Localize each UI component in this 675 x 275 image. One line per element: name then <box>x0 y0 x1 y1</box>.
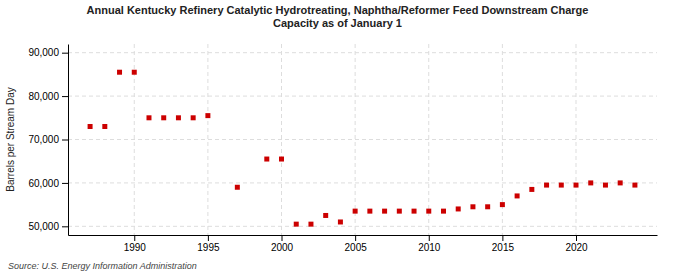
grid-line <box>207 44 208 235</box>
chart: Annual Kentucky Refinery Catalytic Hydro… <box>0 0 675 275</box>
point <box>588 180 593 185</box>
x-tick-mark <box>429 235 430 241</box>
grid-line <box>68 52 657 53</box>
x-tick: 2015 <box>492 235 515 253</box>
point <box>308 222 313 227</box>
x-tick-label: 1995 <box>197 242 220 253</box>
title-line: Capacity as of January 1 <box>273 17 402 29</box>
plot: 1990 1995 2000 2005 2010 2015 2020 50,000 60,000… <box>28 44 657 253</box>
x-tick: 2020 <box>565 235 588 253</box>
point <box>264 157 269 162</box>
y-tick-mark <box>62 183 68 184</box>
x-tick-mark <box>282 235 283 241</box>
point <box>426 209 431 214</box>
grid-line <box>68 139 657 140</box>
y-tick-label: 60,000 <box>28 178 59 189</box>
point <box>603 183 608 188</box>
point <box>294 222 299 227</box>
y-tick-mark <box>62 226 68 227</box>
points <box>88 70 638 227</box>
point <box>191 115 196 120</box>
grid-line <box>576 44 577 235</box>
y-tick: 60,000 <box>28 178 68 189</box>
y-tick-label: 50,000 <box>28 221 59 232</box>
x-axis-line <box>69 235 658 236</box>
point <box>456 206 461 211</box>
x-tick-label: 2005 <box>345 242 368 253</box>
point <box>367 209 372 214</box>
x-tick: 2000 <box>271 235 294 253</box>
point <box>559 183 564 188</box>
point <box>632 183 637 188</box>
x-tick-label: 2000 <box>271 242 294 253</box>
grid <box>68 44 657 235</box>
y-tick-label: 70,000 <box>28 134 59 145</box>
point <box>441 209 446 214</box>
point <box>470 204 475 209</box>
title-line: Annual Kentucky Refinery Catalytic Hydro… <box>87 4 589 16</box>
point <box>412 209 417 214</box>
x-axis: 1990 1995 2000 2005 2010 2015 2020 <box>69 235 658 253</box>
point <box>279 157 284 162</box>
point <box>323 213 328 218</box>
y-tick-label: 80,000 <box>28 91 59 102</box>
y-tick-label: 90,000 <box>28 47 59 58</box>
y-tick-mark <box>62 53 68 54</box>
grid-line <box>68 182 657 183</box>
grid-line <box>428 44 429 235</box>
x-tick-label: 2010 <box>418 242 441 253</box>
y-axis-title: Barrels per Stream Day <box>5 87 16 191</box>
grid-line <box>355 44 356 235</box>
x-tick: 2010 <box>418 235 441 253</box>
y-tick: 90,000 <box>28 47 68 58</box>
x-tick-mark <box>208 235 209 241</box>
x-tick-label: 2015 <box>492 242 515 253</box>
point <box>235 185 240 190</box>
annotation: Source: U.S. Energy Information Administ… <box>8 261 197 271</box>
point <box>176 115 181 120</box>
x-tick: 1995 <box>197 235 220 253</box>
point <box>146 115 151 120</box>
y-tick-mark <box>62 140 68 141</box>
point <box>353 209 358 214</box>
point <box>397 209 402 214</box>
point <box>382 209 387 214</box>
x-tick-label: 2020 <box>565 242 588 253</box>
x-tick-mark <box>502 235 503 241</box>
y-axis-line <box>68 45 69 236</box>
y-tick: 80,000 <box>28 91 68 102</box>
x-tick-mark <box>134 235 135 241</box>
y-tick: 50,000 <box>28 221 68 232</box>
point <box>132 70 137 75</box>
grid-line <box>281 44 282 235</box>
x-tick-mark <box>355 235 356 241</box>
x-tick: 2005 <box>345 235 368 253</box>
grid-line <box>68 226 657 227</box>
point <box>161 115 166 120</box>
grid-line <box>68 96 657 97</box>
title: Annual Kentucky Refinery Catalytic Hydro… <box>87 4 589 29</box>
point <box>515 193 520 198</box>
point <box>88 124 93 129</box>
y-tick-mark <box>62 96 68 97</box>
point <box>117 70 122 75</box>
point <box>500 202 505 207</box>
point <box>205 113 210 118</box>
point <box>574 183 579 188</box>
point <box>338 219 343 224</box>
y-axis: 50,000 60,000 70,000 80,000 90,000 <box>28 45 68 236</box>
x-tick-mark <box>576 235 577 241</box>
point <box>529 187 534 192</box>
x-tick: 1990 <box>124 235 147 253</box>
point <box>485 204 490 209</box>
point <box>102 124 107 129</box>
point <box>544 183 549 188</box>
y-tick: 70,000 <box>28 134 68 145</box>
point <box>618 180 623 185</box>
x-tick-label: 1990 <box>124 242 147 253</box>
